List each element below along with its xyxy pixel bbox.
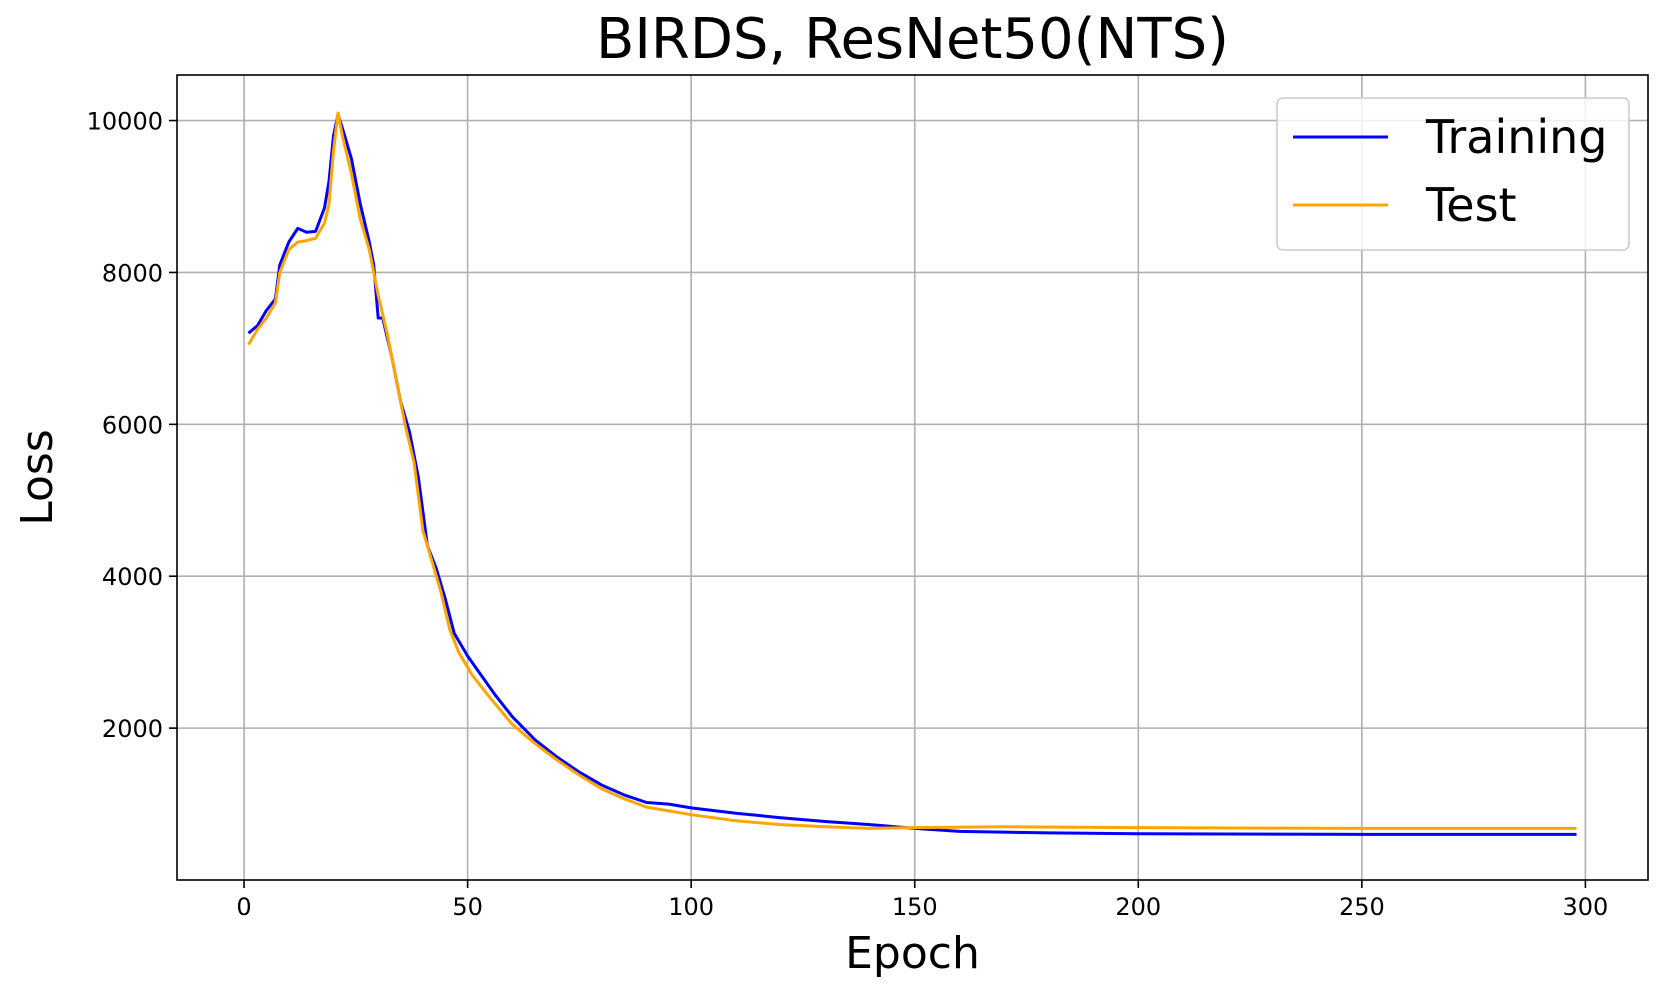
x-tick-label: 250 <box>1339 893 1385 921</box>
series-lines <box>247 111 1577 836</box>
y-axis-label: Loss <box>12 429 63 526</box>
legend-label-test: Test <box>1425 178 1517 232</box>
x-tick-label: 300 <box>1562 893 1608 921</box>
y-tick-label: 6000 <box>102 411 163 439</box>
axis-ticks: 0 50 100 150 200 250 300 2000 4000 6000 8000 10000 <box>87 108 1609 921</box>
x-tick-label: 200 <box>1115 893 1161 921</box>
series-line-test <box>247 111 1577 830</box>
x-tick-label: 100 <box>668 893 714 921</box>
chart-title: BIRDS, ResNet50(NTS) <box>596 7 1229 72</box>
plot-frame <box>176 74 1649 881</box>
x-tick-label: 150 <box>892 893 938 921</box>
x-tick-label: 50 <box>452 893 483 921</box>
y-tick-label: 4000 <box>102 563 163 591</box>
x-axis-label: Epoch <box>845 928 980 979</box>
x-tick-label: 0 <box>236 893 251 921</box>
legend-label-training: Training <box>1425 110 1608 164</box>
y-tick-label: 2000 <box>102 715 163 743</box>
y-tick-label: 10000 <box>87 108 163 136</box>
y-tick-label: 8000 <box>102 259 163 287</box>
legend: Training Test <box>1276 97 1630 251</box>
